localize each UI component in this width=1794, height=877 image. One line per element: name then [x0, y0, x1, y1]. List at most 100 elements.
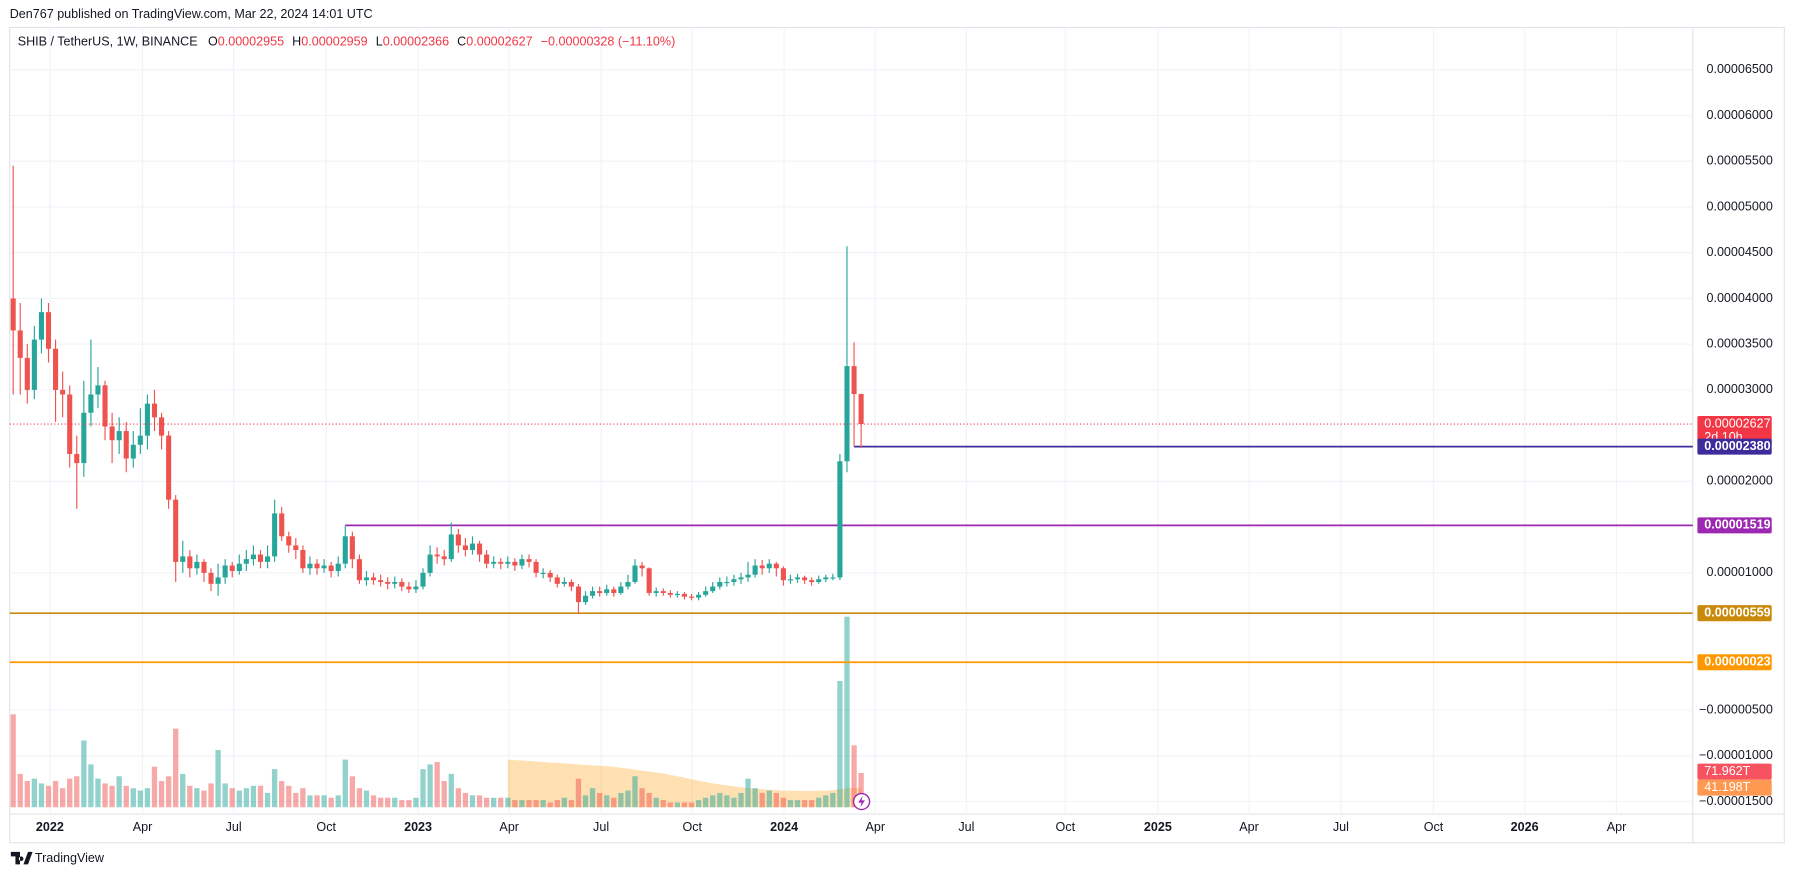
candle-body: [752, 565, 758, 575]
volume-bar: [236, 790, 242, 808]
candle-body: [660, 591, 666, 593]
volume-bar: [349, 776, 356, 808]
volume-bar: [95, 778, 101, 808]
volume-bar: [38, 783, 45, 808]
candle-body: [851, 366, 857, 395]
legend-key: C: [457, 35, 466, 49]
volume-bar: [695, 800, 702, 808]
candle-body: [399, 581, 405, 587]
volume-ma-label-box: [1697, 779, 1772, 796]
volume-bar: [434, 761, 440, 808]
volume-bar: [491, 797, 497, 808]
x-tick-label: 2026: [1511, 820, 1539, 834]
volume-bar: [165, 776, 172, 808]
volume-bar: [674, 802, 681, 808]
candle-body: [88, 394, 94, 413]
candle-body: [858, 394, 864, 425]
candle-body: [356, 559, 362, 581]
volume-bar: [356, 788, 363, 808]
volume-bar: [151, 766, 158, 808]
level-label-box: [1697, 654, 1772, 671]
volume-bar: [731, 797, 737, 808]
volume-bar: [17, 773, 23, 808]
candle-body: [349, 536, 355, 560]
volume-bar: [745, 778, 751, 808]
volume-bar: [286, 785, 292, 808]
candle-body: [300, 549, 306, 569]
volume-bar: [540, 800, 546, 808]
legend-key: O: [208, 35, 218, 49]
volume-bar: [483, 797, 490, 808]
candle-body: [385, 581, 391, 584]
volume-bar: [300, 788, 306, 808]
volume-bar: [59, 788, 66, 808]
volume-bar: [724, 795, 730, 808]
volume-bar: [363, 790, 370, 808]
candle-body: [45, 312, 52, 349]
y-tick-label: 0.00003000: [1706, 382, 1772, 396]
candle-body: [639, 565, 645, 569]
candle-body: [413, 586, 419, 590]
candle-body: [250, 554, 256, 560]
volume-bar: [653, 797, 659, 808]
volume-bar: [52, 781, 59, 808]
volume-bar: [830, 792, 836, 808]
candle-body: [53, 348, 59, 390]
volume-bar: [625, 790, 631, 808]
volume-bar: [611, 797, 617, 808]
candle-body: [123, 431, 129, 459]
volume-bar: [130, 788, 136, 808]
legend-title: SHIB / TetherUS, 1W, BINANCE: [18, 35, 198, 49]
level-label: 0.00000023: [1704, 655, 1770, 669]
x-tick-label: Apr: [1607, 820, 1627, 834]
volume-bar: [858, 772, 864, 808]
candle-body: [314, 563, 320, 569]
candle-body: [17, 330, 23, 358]
level-label: 0.00001519: [1704, 518, 1770, 532]
x-tick-label: 2023: [404, 820, 432, 834]
price-label: 0.00002627: [1704, 416, 1770, 430]
candle-body: [512, 561, 518, 566]
x-tick-label: 2022: [36, 820, 64, 834]
legend-key: L: [376, 35, 383, 49]
candle-body: [582, 595, 589, 603]
volume-bar: [766, 790, 772, 808]
volume-bar: [533, 800, 539, 808]
legend-change: −0.00000328 (−11.10%): [541, 35, 676, 49]
volume-bar: [314, 795, 320, 808]
volume-bar: [420, 769, 426, 808]
volume-bar: [441, 781, 447, 808]
level-label-box: [1697, 517, 1772, 534]
candle-body: [540, 572, 546, 574]
candle-body: [773, 563, 779, 569]
legend-key: H: [292, 35, 301, 49]
volume-bar: [74, 776, 80, 808]
volume-bar: [307, 795, 313, 808]
volume-bar: [88, 764, 94, 808]
price-label-box: [1697, 416, 1772, 446]
volume-bar: [589, 788, 596, 808]
volume-bar: [568, 800, 575, 808]
x-tick-label: Apr: [865, 820, 885, 834]
candle-body: [710, 586, 716, 592]
volume-bar: [703, 797, 709, 808]
candle-body: [95, 385, 101, 395]
legend-value: 0.00002959: [301, 35, 367, 49]
publisher: Den767 published on TradingView.com, Mar…: [10, 7, 373, 21]
volume-bar: [10, 714, 16, 808]
volume-bar: [229, 788, 235, 808]
candle-body: [780, 568, 786, 581]
alert-icon[interactable]: [852, 792, 871, 811]
candle-body: [703, 591, 709, 595]
x-tick-label: Apr: [499, 820, 519, 834]
candle-body: [378, 580, 384, 582]
volume-bar: [123, 785, 129, 808]
candle-body: [166, 435, 172, 500]
alert-bolt: [858, 795, 865, 808]
candle-body: [794, 577, 801, 580]
volume-bar: [851, 745, 857, 808]
volume-bar: [632, 776, 638, 808]
candle-body: [10, 298, 16, 331]
candle-body: [215, 577, 221, 584]
